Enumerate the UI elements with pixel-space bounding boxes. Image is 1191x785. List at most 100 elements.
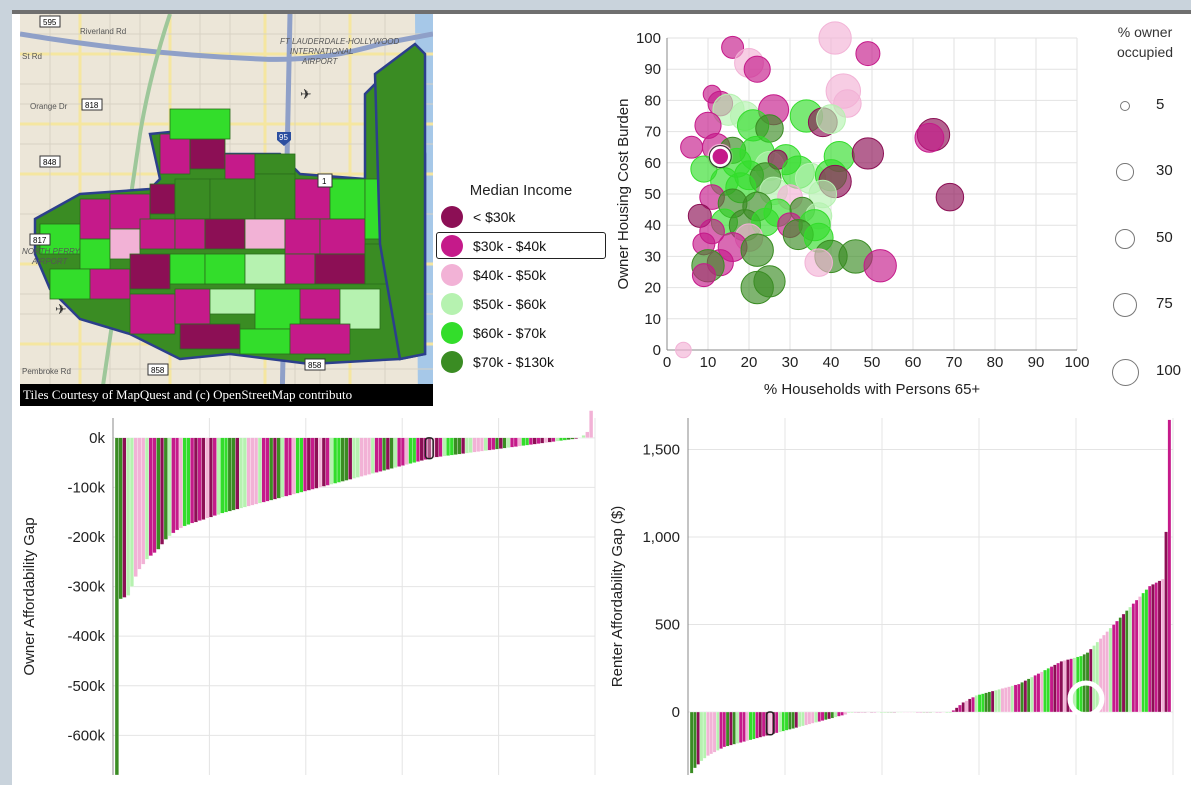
bar[interactable]: [284, 437, 289, 497]
bar[interactable]: [152, 437, 157, 554]
bar[interactable]: [951, 710, 956, 713]
bar[interactable]: [840, 711, 844, 716]
legend-item-60k-70k[interactable]: $60k - $70k: [436, 319, 606, 346]
bar[interactable]: [114, 437, 119, 776]
scatter-point[interactable]: [680, 135, 704, 159]
bar[interactable]: [859, 711, 864, 713]
bar[interactable]: [1151, 584, 1155, 713]
bar[interactable]: [997, 689, 1002, 713]
bar[interactable]: [827, 711, 831, 720]
bar[interactable]: [216, 437, 221, 515]
bar[interactable]: [758, 711, 763, 738]
bar[interactable]: [528, 437, 533, 445]
bar[interactable]: [909, 711, 913, 713]
bar[interactable]: [725, 711, 730, 747]
bar[interactable]: [1059, 661, 1064, 713]
bar[interactable]: [208, 437, 214, 518]
bar[interactable]: [1023, 680, 1028, 713]
legend-item-50k-60k[interactable]: $50k - $60k: [436, 290, 606, 317]
owner-gap-chart[interactable]: 0k -100k -200k -300k -400k -500k -600k Owner Af…: [20, 410, 605, 782]
bar[interactable]: [1017, 683, 1021, 713]
bar[interactable]: [876, 711, 880, 713]
bar[interactable]: [464, 437, 469, 454]
bar[interactable]: [566, 437, 571, 440]
bar[interactable]: [1089, 648, 1093, 713]
bar[interactable]: [938, 711, 943, 713]
bar[interactable]: [971, 696, 975, 713]
bar[interactable]: [382, 437, 387, 471]
bar[interactable]: [1062, 660, 1067, 713]
scatter-point[interactable]: [935, 182, 965, 212]
scatter-point[interactable]: [863, 249, 897, 283]
bar[interactable]: [393, 437, 398, 468]
bar[interactable]: [148, 437, 153, 556]
bar[interactable]: [329, 437, 334, 485]
bar[interactable]: [974, 695, 979, 713]
bar[interactable]: [1115, 620, 1119, 713]
bar[interactable]: [1020, 682, 1024, 713]
scatter-point[interactable]: [851, 137, 885, 170]
bar[interactable]: [719, 711, 723, 749]
bar[interactable]: [873, 711, 877, 713]
bar[interactable]: [359, 437, 364, 477]
bar[interactable]: [915, 711, 920, 713]
bar[interactable]: [389, 437, 394, 469]
scatter-point[interactable]: [914, 122, 945, 153]
scatter-point[interactable]: [743, 55, 771, 83]
bar[interactable]: [1125, 610, 1129, 713]
bar[interactable]: [355, 437, 360, 478]
bar[interactable]: [190, 437, 195, 524]
bar[interactable]: [990, 690, 995, 713]
scatter-point[interactable]: [675, 341, 692, 359]
bar[interactable]: [589, 410, 594, 438]
bar[interactable]: [912, 711, 916, 713]
bar[interactable]: [333, 437, 338, 484]
bar[interactable]: [879, 711, 884, 713]
bar[interactable]: [745, 711, 750, 742]
bar[interactable]: [994, 689, 998, 713]
bar[interactable]: [752, 711, 756, 740]
bar[interactable]: [846, 711, 851, 713]
bar[interactable]: [178, 437, 183, 529]
bar[interactable]: [709, 711, 714, 755]
bar[interactable]: [197, 437, 202, 521]
bar[interactable]: [442, 437, 447, 457]
bar[interactable]: [837, 711, 841, 717]
bar[interactable]: [1049, 666, 1054, 713]
bar[interactable]: [479, 437, 485, 452]
bar[interactable]: [385, 437, 390, 470]
bar[interactable]: [738, 711, 743, 743]
bar[interactable]: [254, 437, 259, 505]
bar[interactable]: [532, 437, 537, 445]
bar[interactable]: [160, 437, 165, 545]
bar[interactable]: [1138, 596, 1142, 713]
bar[interactable]: [801, 711, 805, 727]
bar[interactable]: [397, 437, 402, 467]
bar[interactable]: [1043, 669, 1047, 713]
bar[interactable]: [122, 437, 127, 598]
bar[interactable]: [276, 437, 281, 499]
bar[interactable]: [235, 437, 240, 510]
legend-item-70k-130k[interactable]: $70k - $130k: [436, 348, 606, 375]
bar[interactable]: [220, 437, 225, 514]
scatter-point[interactable]: [804, 248, 833, 277]
bar[interactable]: [303, 437, 308, 492]
bar[interactable]: [866, 711, 871, 713]
bar[interactable]: [1147, 585, 1152, 713]
bar[interactable]: [321, 437, 326, 487]
bar[interactable]: [205, 437, 210, 519]
bar[interactable]: [585, 431, 590, 438]
bar[interactable]: [265, 437, 270, 502]
bar[interactable]: [735, 711, 740, 744]
bar[interactable]: [761, 711, 766, 737]
bar[interactable]: [434, 437, 439, 458]
bar[interactable]: [261, 437, 266, 503]
bar[interactable]: [696, 711, 700, 765]
bar[interactable]: [902, 711, 907, 713]
scatter-point[interactable]: [740, 233, 774, 267]
bar[interactable]: [817, 711, 822, 722]
bar[interactable]: [344, 437, 349, 481]
bar[interactable]: [987, 691, 992, 713]
bar[interactable]: [363, 437, 368, 476]
bar[interactable]: [977, 694, 982, 713]
